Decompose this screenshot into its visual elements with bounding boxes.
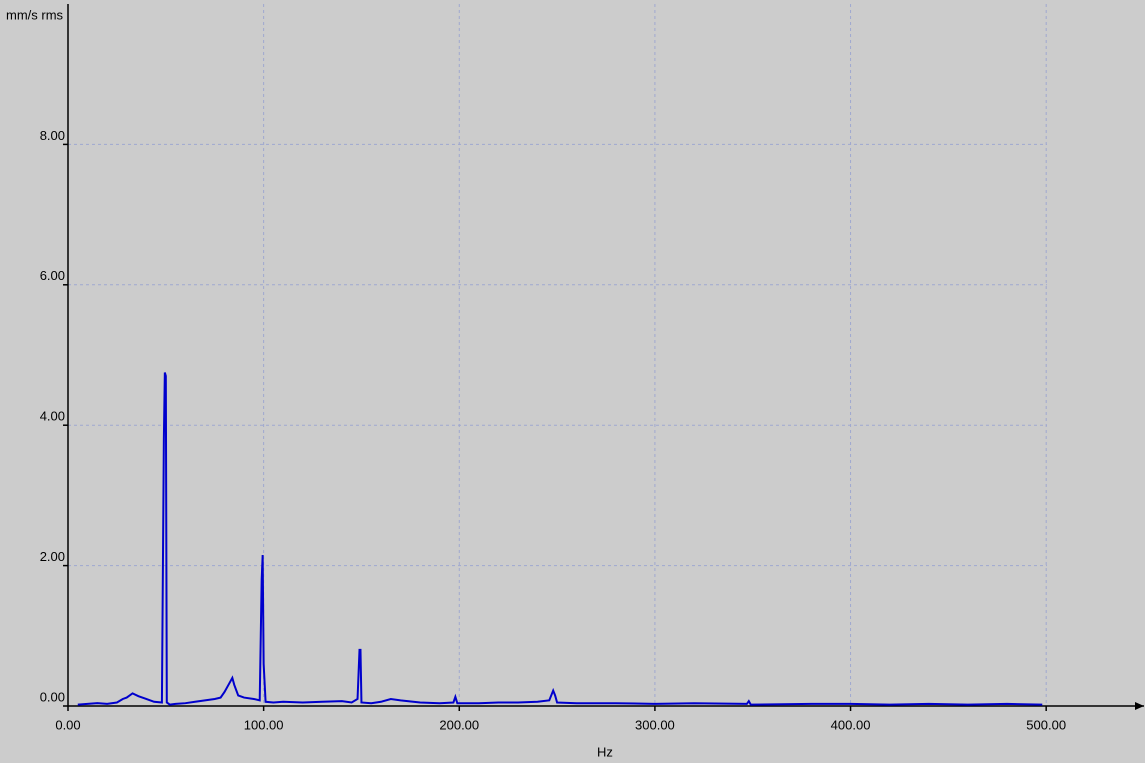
x-tick-label: 200.00 — [439, 717, 479, 732]
x-tick-label: 500.00 — [1026, 717, 1066, 732]
x-tick-label: 100.00 — [244, 717, 284, 732]
x-tick-label: 0.00 — [55, 717, 80, 732]
x-tick-label: 400.00 — [831, 717, 871, 732]
x-tick-label: 300.00 — [635, 717, 675, 732]
y-tick-label: 8.00 — [40, 128, 65, 143]
y-axis-label: mm/s rms — [6, 7, 64, 22]
spectrum-line — [77, 372, 1043, 706]
y-tick-label: 6.00 — [40, 268, 65, 283]
y-tick-label: 4.00 — [40, 409, 65, 424]
x-axis-label: Hz — [597, 744, 613, 759]
x-axis-arrow — [1135, 702, 1144, 710]
y-tick-label: 2.00 — [40, 549, 65, 564]
y-tick-label: 0.00 — [40, 689, 65, 704]
